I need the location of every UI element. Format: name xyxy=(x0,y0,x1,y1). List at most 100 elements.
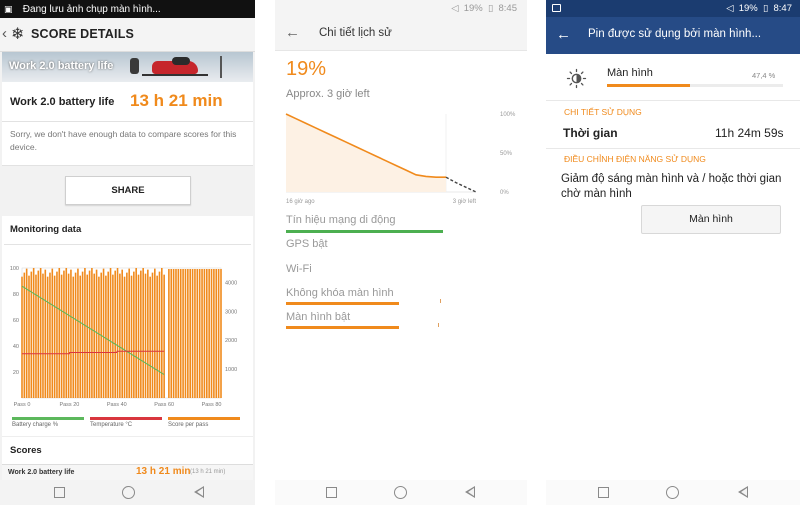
usage-item-label[interactable]: GPS bật xyxy=(286,238,328,250)
screen-settings-button[interactable]: Màn hình xyxy=(641,205,781,234)
y-tick-label: 60 xyxy=(13,318,19,324)
legend-temperature-swatch xyxy=(90,417,162,420)
x-tick-label: Pass 80 xyxy=(202,402,222,408)
legend-score-swatch xyxy=(168,417,240,420)
banner-person xyxy=(130,58,139,74)
legend-temperature-label: Temperature °C xyxy=(90,422,133,428)
section-power-adjust: ĐIỀU CHỈNH ĐIỆN NĂNG SỬ DỤNG xyxy=(564,154,706,164)
usage-item-label[interactable]: Wi-Fi xyxy=(286,263,312,275)
usage-item-bar xyxy=(286,230,443,233)
nav-bar xyxy=(0,480,255,505)
battery-icon: ▯ xyxy=(487,3,494,14)
status-battery: 19% xyxy=(463,3,483,14)
y-tick-label: 100% xyxy=(500,112,516,118)
x-tick-label: Pass 60 xyxy=(154,402,174,408)
monitoring-section: Monitoring data 100 80 60 40 20 4000 3000 2000 1… xyxy=(2,216,253,436)
nav-bar xyxy=(546,480,800,505)
back-triangle-icon[interactable] xyxy=(194,486,204,498)
back-arrow-icon[interactable]: ← xyxy=(285,24,300,41)
result-card: Work 2.0 battery life 13 h 21 min xyxy=(2,82,253,122)
brightness-icon xyxy=(566,68,587,89)
y-tick-label: 0% xyxy=(500,190,509,196)
y-tick-label: 100 xyxy=(10,266,19,272)
battery-icon: ▯ xyxy=(762,3,769,14)
back-chevron-icon[interactable]: ‹ xyxy=(2,25,7,42)
header-bar: ‹ ❄ SCORE DETAILS xyxy=(0,18,255,52)
phone-history-detail: ◁ 19% ▯ 8:45 ← Chi tiết lịch sử 19% Appr… xyxy=(275,0,527,505)
usage-item-label[interactable]: Tín hiệu mạng di động xyxy=(286,214,396,226)
status-right: ◁ 19% ▯ 8:47 xyxy=(726,0,792,17)
share-button[interactable]: SHARE xyxy=(65,176,191,205)
legend-battery: Battery charge % xyxy=(12,417,84,428)
result-label: Work 2.0 battery life xyxy=(10,96,115,108)
test-banner-image: Work 2.0 battery life xyxy=(2,52,253,82)
home-circle-icon[interactable] xyxy=(666,486,679,499)
page-title: SCORE DETAILS xyxy=(31,27,135,41)
temperature-line xyxy=(22,350,165,355)
legend-battery-swatch xyxy=(12,417,84,420)
y2-tick-label: 4000 xyxy=(225,280,237,286)
y2-tick-label: 2000 xyxy=(225,338,237,344)
battery-line xyxy=(21,285,165,376)
home-circle-icon[interactable] xyxy=(394,486,407,499)
usage-item-bar xyxy=(286,302,400,305)
scores-title: Scores xyxy=(10,445,42,456)
divider xyxy=(4,244,251,245)
status-battery: 19% xyxy=(738,3,758,14)
banner-ski xyxy=(142,74,208,76)
share-area: SHARE xyxy=(2,166,253,214)
y-tick-label: 40 xyxy=(13,344,19,350)
recents-square-icon[interactable] xyxy=(598,487,609,498)
phone-screen-usage: ◁ 19% ▯ 8:47 ← Pin được sử dụng bởi màn … xyxy=(546,0,800,505)
snowflake-logo-icon: ❄ xyxy=(11,26,25,43)
legend-battery-label: Battery charge % xyxy=(12,422,59,428)
download-icon: ▣ xyxy=(4,4,13,14)
recents-square-icon[interactable] xyxy=(326,487,337,498)
usage-tick xyxy=(438,323,439,327)
recents-square-icon[interactable] xyxy=(54,487,65,498)
phone-score-details: ▣ Đang lưu ảnh chụp màn hình... ‹ ❄ SCOR… xyxy=(0,0,255,505)
x-tick-label: Pass 40 xyxy=(107,402,127,408)
back-triangle-icon[interactable] xyxy=(738,486,748,498)
usage-item-bar xyxy=(286,326,400,329)
y-tick-label: 80 xyxy=(13,292,19,298)
mute-icon: ◁ xyxy=(726,3,734,14)
legend-score-label: Score per pass xyxy=(168,422,209,428)
score-row-sub: (13 h 21 min) xyxy=(190,469,226,475)
back-arrow-icon[interactable]: ← xyxy=(556,26,571,43)
forecast-line xyxy=(445,176,477,193)
usage-item-percent: 47,4 % xyxy=(752,71,776,80)
y2-tick-label: 1000 xyxy=(225,367,237,373)
section-usage-detail: CHI TIẾT SỬ DỤNG xyxy=(564,107,642,117)
time-remaining: Approx. 3 giờ left xyxy=(286,88,370,100)
x-tick-label: Pass 0 xyxy=(14,402,31,408)
status-bar: ◁ 19% ▯ 8:45 xyxy=(275,0,527,17)
status-bar: ◁ 19% ▯ 8:47 xyxy=(546,0,800,17)
nav-bar xyxy=(275,480,527,505)
back-triangle-icon[interactable] xyxy=(465,486,475,498)
mute-icon: ◁ xyxy=(451,3,459,14)
home-circle-icon[interactable] xyxy=(122,486,135,499)
monitoring-title: Monitoring data xyxy=(10,224,82,235)
score-row-value: 13 h 21 min xyxy=(136,466,191,477)
usage-item-label[interactable]: Màn hình bật xyxy=(286,311,351,323)
y-tick-label: 50% xyxy=(500,151,513,157)
banner-title: Work 2.0 battery life xyxy=(9,60,114,72)
battery-history-chart: 100% 50% 0% 16 giờ ago 3 giờ left xyxy=(285,112,516,205)
status-time: 8:47 xyxy=(773,3,793,14)
history-line xyxy=(285,113,446,178)
header-bar: ← Chi tiết lịch sử xyxy=(275,17,527,51)
usage-item-label[interactable]: Không khóa màn hình xyxy=(286,287,394,299)
legend-temperature: Temperature °C xyxy=(90,417,162,428)
usage-item-label: Màn hình xyxy=(607,67,653,79)
page-title: Pin được sử dụng bởi màn hình... xyxy=(588,28,762,40)
usage-bar-track xyxy=(607,84,783,87)
x-tick-label: 16 giờ ago xyxy=(286,199,315,205)
compare-message: Sorry, we don't have enough data to comp… xyxy=(2,122,253,166)
header-bar: ← Pin được sử dụng bởi màn hình... xyxy=(546,17,800,54)
monitoring-chart: 100 80 60 40 20 4000 3000 2000 1000 Pass 0 Pass 20… xyxy=(10,266,237,408)
y-tick-label: 20 xyxy=(13,370,19,376)
score-row[interactable]: Work 2.0 battery life 13 h 21 min (13 h … xyxy=(2,464,253,480)
scores-section: Scores xyxy=(2,436,253,464)
score-row-label: Work 2.0 battery life xyxy=(8,469,75,476)
